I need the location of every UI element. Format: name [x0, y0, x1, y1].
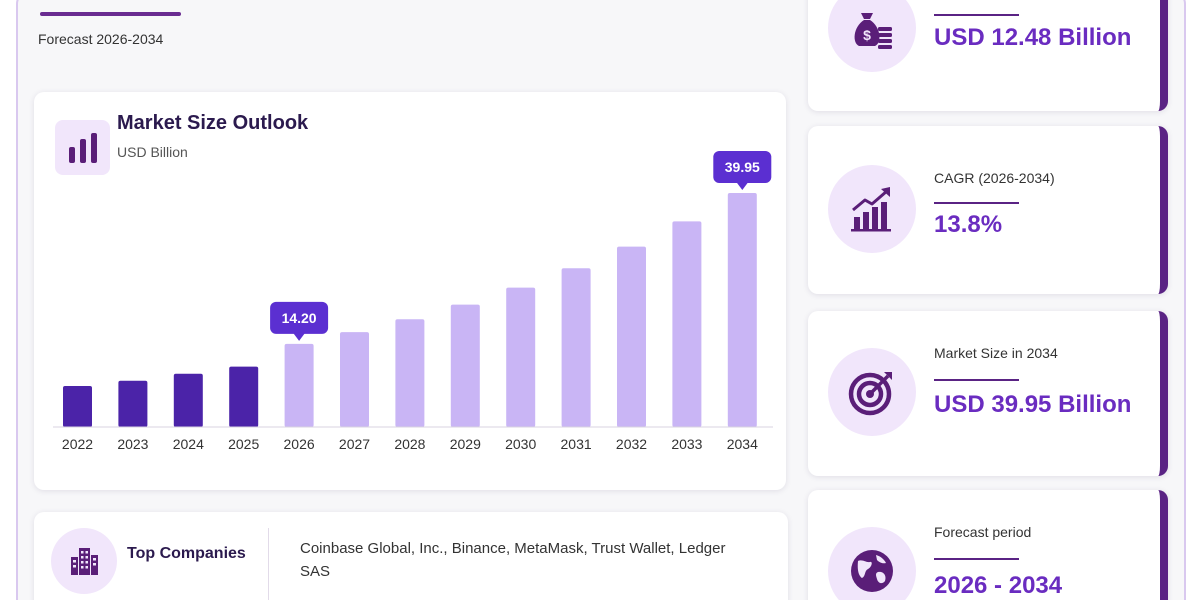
data-label-2026: 14.20 [270, 301, 329, 341]
stat-underline [934, 14, 1019, 16]
chart-title: Market Size Outlook [117, 112, 309, 134]
stat-value: 2026 - 2034 [934, 572, 1063, 599]
bar-2022 [63, 385, 92, 427]
bar-2027 [340, 332, 369, 427]
svg-text:$: $ [863, 27, 871, 43]
stat-label: Market Size in 2034 [934, 345, 1058, 361]
stat-underline [934, 202, 1019, 204]
stat-label: CAGR (2026-2034) [934, 170, 1055, 186]
bar-2030 [506, 287, 536, 427]
globe-icon [828, 527, 916, 600]
x-tick-label-2028: 2028 [394, 436, 425, 452]
bar-2034 [727, 193, 757, 427]
target-icon [828, 348, 916, 436]
x-tick-label-2026: 2026 [284, 436, 315, 452]
bar-chart-icon [55, 120, 110, 175]
building-icon [51, 528, 117, 594]
bar-2029 [450, 304, 480, 427]
bar-2026 [284, 343, 314, 427]
x-tick-label-2027: 2027 [339, 436, 370, 452]
header-accent-line [40, 12, 181, 16]
bar-2032 [617, 246, 646, 427]
bar-2025 [229, 366, 259, 427]
stat-card-forecast-period: Forecast period 2026 - 2034 [808, 490, 1168, 600]
stat-underline [934, 379, 1019, 381]
x-tick-label-2030: 2030 [505, 436, 536, 452]
stat-value: USD 12.48 Billion [934, 24, 1132, 51]
x-tick-label-2024: 2024 [173, 436, 204, 452]
bar-2033 [672, 221, 702, 427]
chart-subtitle: USD Billion [117, 144, 188, 160]
stat-card-market-size-base: $ USD 12.48 Billion [808, 0, 1168, 111]
data-label-2034: 39.95 [713, 151, 772, 190]
x-tick-label-2022: 2022 [62, 436, 93, 452]
growth-chart-icon [828, 165, 916, 253]
money-bag-icon: $ [828, 0, 916, 72]
market-size-bar-chart: 2022 2023 2024 2025 2026 2027 2028 2029 2030 2031… [53, 151, 773, 452]
x-tick-label-2033: 2033 [671, 436, 702, 452]
top-companies-card [34, 512, 788, 600]
top-companies-label: Top Companies [127, 545, 246, 562]
stat-card-market-size-2034: Market Size in 2034 USD 39.95 Billion [808, 311, 1168, 476]
bar-2028 [395, 319, 425, 427]
stat-underline [934, 558, 1019, 560]
stat-value: USD 39.95 Billion [934, 391, 1132, 418]
stat-card-cagr: CAGR (2026-2034) 13.8% [808, 126, 1168, 294]
x-tick-label-2032: 2032 [616, 436, 647, 452]
stat-value: 13.8% [934, 211, 1003, 238]
svg-text:39.95: 39.95 [725, 159, 760, 175]
x-tick-label-2025: 2025 [228, 436, 259, 452]
bar-2024 [173, 373, 203, 427]
x-tick-label-2029: 2029 [450, 436, 481, 452]
forecast-label: Forecast 2026-2034 [38, 31, 164, 47]
stat-label: Forecast period [934, 524, 1032, 540]
bar-2031 [561, 268, 591, 427]
svg-text:14.20: 14.20 [282, 310, 317, 326]
top-companies-list: Coinbase Global, Inc., Binance, MetaMask… [300, 540, 726, 580]
x-tick-label-2034: 2034 [727, 436, 758, 452]
x-tick-label-2023: 2023 [117, 436, 148, 452]
x-tick-label-2031: 2031 [561, 436, 592, 452]
bar-2023 [118, 380, 148, 427]
companies-divider [268, 528, 269, 600]
